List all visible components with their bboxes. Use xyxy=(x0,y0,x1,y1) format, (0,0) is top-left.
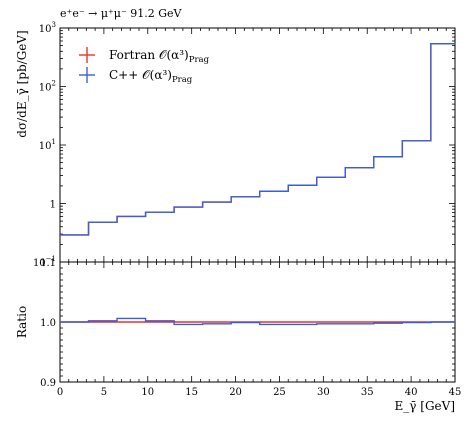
legend-item-fortran: Fortran 𝒪(α³)Prag xyxy=(79,47,210,65)
legend-label-cpp-main: C++ 𝒪(α³) xyxy=(109,68,172,82)
x-tick-label: 10 xyxy=(141,387,154,398)
main-y-tick-label: 1 xyxy=(50,200,56,211)
x-tick-label: 45 xyxy=(449,387,462,398)
ratio-y-tick-label: 1.1 xyxy=(40,258,56,269)
legend-label-cpp: C++ 𝒪(α³)Prag xyxy=(109,68,193,85)
ratio-panel: 0 5 10 15 20 25 30 35 40 45 0.9 1.0 1.1 xyxy=(40,258,461,398)
x-tick-label: 40 xyxy=(405,387,418,398)
main-series-line-cpp xyxy=(60,42,455,236)
y-axis-label-ratio: Ratio xyxy=(15,306,29,338)
main-y-tick-label-exponent: 2 xyxy=(52,80,56,88)
legend-item-cpp: C++ 𝒪(α³)Prag xyxy=(79,67,193,85)
chart-title: e⁺e⁻ → μ⁺μ⁻ 91.2 GeV xyxy=(60,7,183,20)
main-y-tick-label: 10−1 xyxy=(33,255,56,269)
main-y-tick-label-base: 10 xyxy=(39,83,52,94)
ratio-y-tick-label: 0.9 xyxy=(40,378,56,389)
x-axis-label: E_γ̄ [GeV] xyxy=(395,399,455,413)
legend-label-fortran: Fortran 𝒪(α³)Prag xyxy=(109,48,210,65)
x-tick-label: 15 xyxy=(185,387,198,398)
x-tick-label: 0 xyxy=(57,387,63,398)
legend-label-fortran-main: Fortran 𝒪(α³) xyxy=(109,48,189,62)
x-tick-label: 25 xyxy=(273,387,286,398)
main-y-tick-label-base: 1 xyxy=(50,200,56,211)
main-y-tick-label-exponent: −1 xyxy=(46,255,56,263)
x-tick-label: 30 xyxy=(317,387,330,398)
main-y-tick-label: 103 xyxy=(39,21,56,35)
legend-label-fortran-sub: Prag xyxy=(189,55,210,65)
x-tick-label: 20 xyxy=(229,387,242,398)
main-y-tick-label-base: 10 xyxy=(33,258,46,269)
main-y-tick-label: 102 xyxy=(39,80,56,94)
main-plot-frame xyxy=(59,27,456,263)
main-y-tick-label-exponent: 3 xyxy=(52,21,56,29)
x-tick-label: 5 xyxy=(101,387,107,398)
x-tick-label: 35 xyxy=(361,387,374,398)
main-y-tick-label-base: 10 xyxy=(39,141,52,152)
main-y-tick-label: 101 xyxy=(39,138,56,152)
main-y-tick-label-base: 10 xyxy=(39,24,52,35)
legend-label-cpp-sub: Prag xyxy=(172,75,193,85)
legend: Fortran 𝒪(α³)Prag C++ 𝒪(α³)Prag xyxy=(79,47,210,85)
main-y-tick-label-exponent: 1 xyxy=(52,138,56,146)
ratio-y-tick-label: 1.0 xyxy=(40,318,56,329)
ratio-series-line-cpp xyxy=(60,317,455,326)
y-axis-label-main: dσ/dE_γ̄ [pb/GeV] xyxy=(15,30,29,137)
